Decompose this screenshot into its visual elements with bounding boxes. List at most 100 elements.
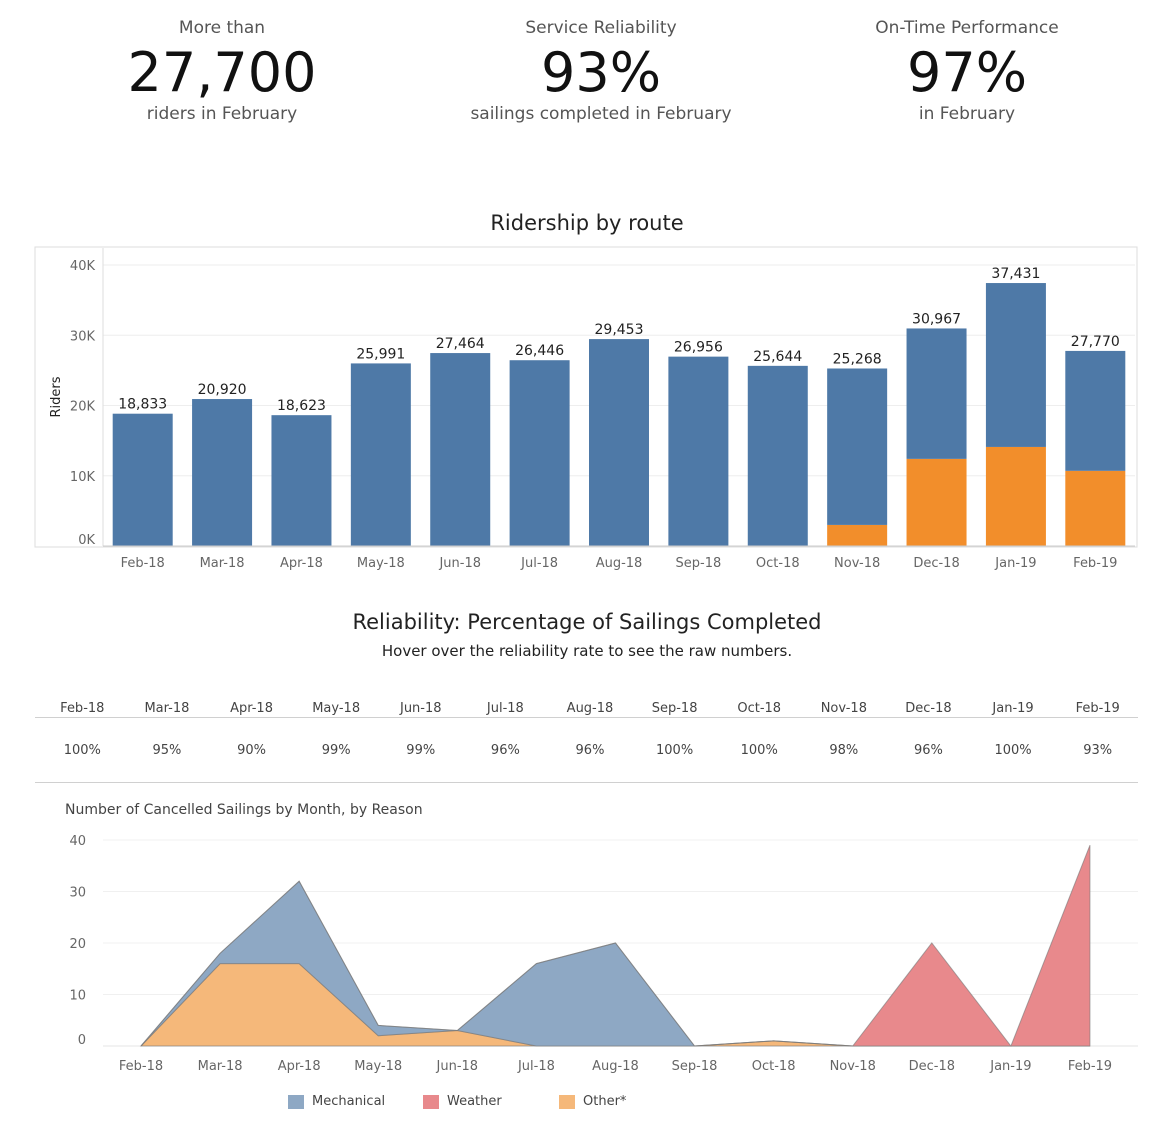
- legend-other[interactable]: Other*: [559, 1094, 626, 1109]
- x-tick-label: Jun-18: [436, 1059, 479, 1074]
- kpi-subtitle: riders in February: [146, 104, 298, 124]
- reliability-rate[interactable]: 90%: [237, 743, 266, 758]
- reliability-subtitle: Hover over the reliability rate to see t…: [381, 642, 793, 660]
- kpi-value: 27,700: [127, 41, 317, 104]
- x-tick-label: Jan-19: [989, 1059, 1031, 1074]
- reliability-month: Oct-18: [737, 701, 782, 716]
- x-tick-label: Jan-19: [994, 556, 1036, 571]
- bar-segment: [509, 360, 570, 546]
- legend-mechanical[interactable]: Mechanical: [288, 1094, 385, 1109]
- bar-segment: [668, 356, 729, 546]
- x-tick-label: Aug-18: [596, 556, 643, 571]
- reliability-title: Reliability: Percentage of Sailings Comp…: [352, 610, 822, 634]
- bar-value-label: 25,268: [833, 351, 882, 367]
- reliability-rate[interactable]: 96%: [490, 743, 520, 758]
- kpi-value: 97%: [906, 41, 1028, 104]
- x-tick-label: Jun-18: [438, 556, 481, 571]
- x-tick-label: Feb-18: [121, 556, 165, 571]
- legend-label: Other*: [583, 1094, 627, 1109]
- reliability-month: Jul-18: [486, 701, 524, 716]
- bar-segment: [985, 446, 1046, 546]
- bar-value-label: 25,991: [356, 346, 405, 362]
- bar-segment: [906, 458, 967, 546]
- bar-value-label: 26,956: [674, 340, 723, 356]
- reliability-month: Jan-19: [992, 701, 1034, 716]
- bar-segment: [589, 339, 649, 546]
- y-tick-label: 10K: [70, 470, 96, 485]
- bar-value-label: 37,431: [991, 266, 1040, 282]
- legend-swatch: [288, 1094, 304, 1109]
- reliability-month: Jun-18: [399, 701, 442, 716]
- y-tick-label: 30: [69, 886, 86, 901]
- y-tick-label: 30K: [70, 329, 96, 344]
- reliability-rate[interactable]: 93%: [1083, 743, 1113, 758]
- reliability-rate[interactable]: 100%: [656, 743, 694, 758]
- ridership-chart-title: Ridership by route: [490, 211, 684, 235]
- reliability-rate[interactable]: 95%: [152, 743, 182, 758]
- legend-label: Weather: [447, 1094, 502, 1109]
- x-tick-label: Mar-18: [200, 556, 245, 571]
- reliability-rate[interactable]: 99%: [406, 743, 436, 758]
- bar-segment: [112, 413, 173, 546]
- x-tick-label: Apr-18: [278, 1059, 321, 1074]
- x-tick-label: Dec-18: [909, 1059, 955, 1074]
- bar-value-label: 30,967: [912, 311, 961, 327]
- kpi-on-time-performance: On-Time Performance 97% in February: [777, 18, 1157, 124]
- reliability-month: Apr-18: [230, 701, 273, 716]
- reliability-month: May-18: [312, 701, 361, 716]
- y-tick-label: 40: [69, 834, 86, 849]
- y-tick-label: 0: [78, 1033, 86, 1048]
- bar-segment: [827, 368, 888, 525]
- x-tick-label: Feb-18: [119, 1059, 163, 1074]
- reliability-rate[interactable]: 100%: [63, 743, 101, 758]
- reliability-month: Nov-18: [820, 701, 867, 716]
- bar-value-label: 27,464: [436, 336, 485, 352]
- kpi-label: Service Reliability: [525, 18, 677, 38]
- kpi-subtitle: sailings completed in February: [470, 104, 732, 124]
- reliability-rate[interactable]: 96%: [914, 743, 943, 758]
- x-tick-label: Sep-18: [676, 556, 722, 571]
- reliability-rate[interactable]: 100%: [740, 743, 778, 758]
- bar-value-label: 18,833: [118, 397, 167, 413]
- y-tick-label: 20K: [70, 400, 96, 415]
- bar-segment: [827, 524, 888, 546]
- divider: [35, 717, 1138, 718]
- kpi-ridership: More than 27,700 riders in February: [32, 18, 412, 124]
- x-tick-label: Feb-19: [1068, 1059, 1112, 1074]
- bar-value-label: 18,623: [277, 398, 326, 414]
- chart-frame: [34, 246, 1138, 548]
- bar-value-label: 25,644: [753, 349, 802, 365]
- x-tick-label: May-18: [357, 556, 405, 571]
- y-tick-label: 20: [69, 937, 86, 952]
- x-tick-label: Nov-18: [830, 1059, 876, 1074]
- bar-segment: [906, 328, 967, 459]
- reliability-rate[interactable]: 98%: [829, 743, 859, 758]
- reliability-rate[interactable]: 99%: [321, 743, 351, 758]
- legend-weather[interactable]: Weather: [423, 1094, 502, 1109]
- reliability-month: Sep-18: [651, 701, 698, 716]
- legend-swatch: [559, 1094, 575, 1109]
- bar-segment: [1065, 350, 1126, 471]
- x-tick-label: Jul-18: [517, 1059, 555, 1074]
- reliability-months-row: Feb-18 Mar-18 Apr-18 May-18 Jun-18 Jul-18 Aug-…: [40, 701, 1140, 716]
- reliability-rate[interactable]: 96%: [575, 743, 605, 758]
- kpi-value: 93%: [540, 41, 662, 104]
- divider: [35, 782, 1138, 783]
- reliability-rates-row: 100% 95% 90% 99% 99% 96% 96% 100% 100% 98% 96% 100%…: [40, 743, 1140, 758]
- y-tick-label: 10: [69, 989, 86, 1004]
- bar-value-label: 20,920: [198, 382, 247, 398]
- reliability-rate[interactable]: 100%: [994, 743, 1032, 758]
- reliability-month: Aug-18: [566, 701, 614, 716]
- reliability-month: Dec-18: [905, 701, 952, 716]
- reliability-month: Feb-18: [60, 701, 105, 716]
- cancelled-chart-title: Number of Cancelled Sailings by Month, b…: [65, 802, 423, 818]
- x-tick-label: Mar-18: [198, 1059, 243, 1074]
- bar-segment: [747, 365, 808, 546]
- kpi-label: On-Time Performance: [875, 18, 1059, 38]
- kpi-service-reliability: Service Reliability 93% sailings complet…: [411, 18, 791, 124]
- legend-label: Mechanical: [312, 1094, 386, 1109]
- bar-segment: [350, 363, 411, 546]
- kpi-label: More than: [178, 18, 266, 38]
- bar-segment: [985, 283, 1046, 447]
- x-tick-label: Dec-18: [913, 556, 959, 571]
